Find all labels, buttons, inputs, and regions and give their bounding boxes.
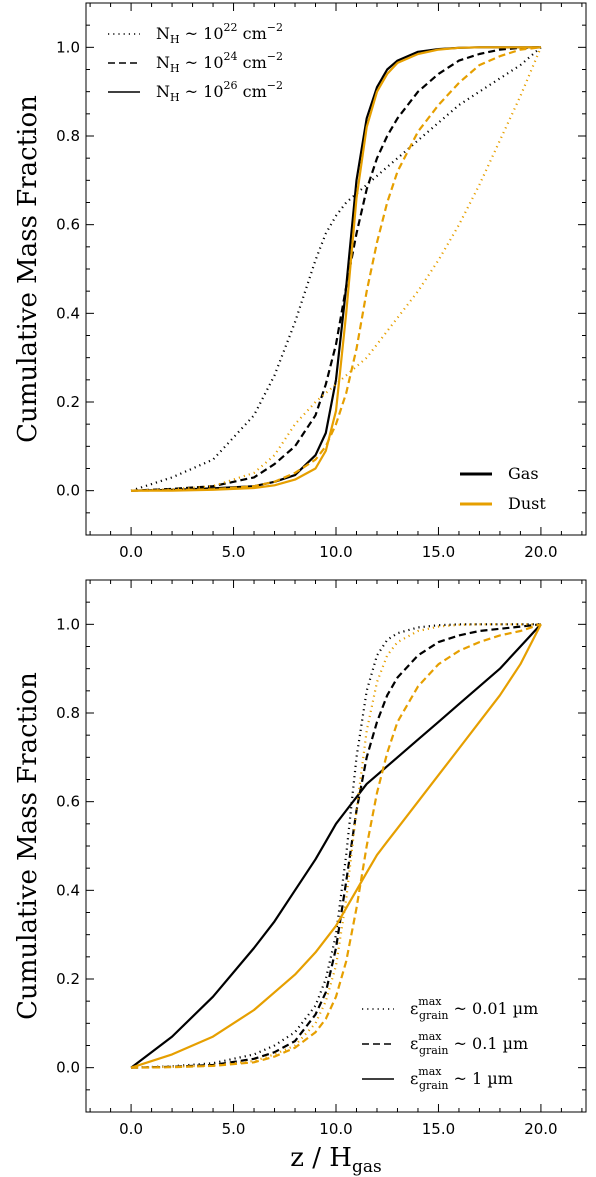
legend-label: NH ~ 1024 cm−2 [156,50,283,75]
legend-sup: max [418,995,442,1008]
legend-label-dust: Dust [508,494,546,513]
top-panel: 0.0 5.0 10.0 15.0 20.0 0.0 0.2 0.4 0.6 0.8 1.0 Cum… [13,2,587,561]
series-gas-dotted [130,46,542,492]
legend-main: N [156,53,170,72]
legend-label: εmax grain ~ 1 µm [410,1065,513,1092]
legend-sup: 22 [224,21,238,34]
series-dust-dotted [131,623,541,1069]
legend-sub: grain [419,1009,448,1022]
legend-tail: cm [238,24,267,43]
top-y-axis-title: Cumulative Mass Fraction [13,95,43,443]
x-tick-label: 0.0 [119,543,143,561]
bottom-series [130,623,542,1069]
x-tick-label: 10.0 [319,1120,352,1138]
legend-sup: 26 [224,79,238,92]
series-dust-solid [130,623,542,1069]
bottom-x-axis-title: z / Hgas [290,1143,381,1177]
top-ticks: 0.0 5.0 10.0 15.0 20.0 0.0 0.2 0.4 0.6 0.8 1.0 [56,2,586,561]
legend-mid: ~ 10 [180,53,224,72]
legend-sup2: −2 [267,79,283,92]
legend-main: ε [410,999,418,1018]
x-tick-label: 15.0 [422,1120,455,1138]
y-tick-label: 0.0 [56,482,80,500]
y-tick-label: 0.2 [56,393,80,411]
y-tick-label: 0.6 [56,216,80,234]
legend-main: ε [410,1034,418,1053]
legend-mid: ~ 10 [180,82,224,101]
x-tick-label: 20.0 [524,543,557,561]
x-tick-label: 0.0 [119,1120,143,1138]
series-dust-solid [131,46,541,492]
legend-label: εmax grain ~ 0.01 µm [410,995,538,1022]
legend-label: NH ~ 1022 cm−2 [156,21,283,46]
top-style-legend: NH ~ 1022 cm−2NH ~ 1024 cm−2NH ~ 1026 cm… [108,21,283,104]
legend-main: ε [410,1069,418,1088]
series-dust-dashed [131,46,542,492]
x-axis-title-sub: gas [352,1157,382,1177]
legend-main: N [156,82,170,101]
y-tick-label: 0.4 [56,881,80,899]
legend-label-gas: Gas [508,464,539,483]
series-gas-solid [130,623,542,1069]
x-tick-label: 15.0 [422,543,455,561]
series-dust-dashed [131,623,542,1069]
x-axis-title-main: z / H [290,1143,352,1173]
y-tick-label: 0.4 [56,304,80,322]
x-tick-label: 20.0 [524,1120,557,1138]
y-tick-label: 1.0 [56,38,80,56]
y-tick-label: 0.0 [56,1059,80,1077]
legend-sup2: −2 [267,21,283,34]
legend-sup2: −2 [267,50,283,63]
bottom-ticks: 0.0 5.0 10.0 15.0 20.0 0.0 0.2 0.4 0.6 0.8 1.0 [56,579,586,1138]
legend-sup: max [418,1065,442,1078]
bottom-plot-frame [85,579,587,1113]
legend-main: N [156,24,170,43]
legend-tail: ~ 0.01 µm [448,999,538,1018]
bottom-panel: 0.0 5.0 10.0 15.0 20.0 0.0 0.2 0.4 0.6 0.8 1.0 Cum… [13,579,587,1177]
series-gas-dashed [131,46,541,492]
x-tick-label: 5.0 [222,1120,246,1138]
legend-label: εmax grain ~ 0.1 µm [410,1030,528,1057]
legend-mid: ~ 10 [180,24,224,43]
series-gas-dashed [131,623,542,1069]
x-tick-label: 5.0 [222,543,246,561]
legend-sup: 24 [224,50,238,63]
legend-label: NH ~ 1026 cm−2 [156,79,283,104]
legend-sup: max [418,1030,442,1043]
top-series [130,46,542,492]
y-tick-label: 0.2 [56,970,80,988]
y-tick-label: 1.0 [56,615,80,633]
x-tick-label: 10.0 [319,543,352,561]
legend-tail: cm [238,82,267,101]
legend-tail: cm [238,53,267,72]
bottom-y-axis-title: Cumulative Mass Fraction [13,672,43,1020]
legend-sub: grain [419,1079,448,1092]
legend-sub: grain [419,1044,448,1057]
legend-tail: ~ 1 µm [448,1069,512,1088]
legend-sub: H [170,91,180,104]
y-tick-label: 0.6 [56,793,80,811]
legend-sub: H [170,33,180,46]
top-color-legend: Gas Dust [460,464,546,513]
y-tick-label: 0.8 [56,127,80,145]
legend-tail: ~ 0.1 µm [448,1034,528,1053]
y-tick-label: 0.8 [56,704,80,722]
legend-sub: H [170,62,180,75]
